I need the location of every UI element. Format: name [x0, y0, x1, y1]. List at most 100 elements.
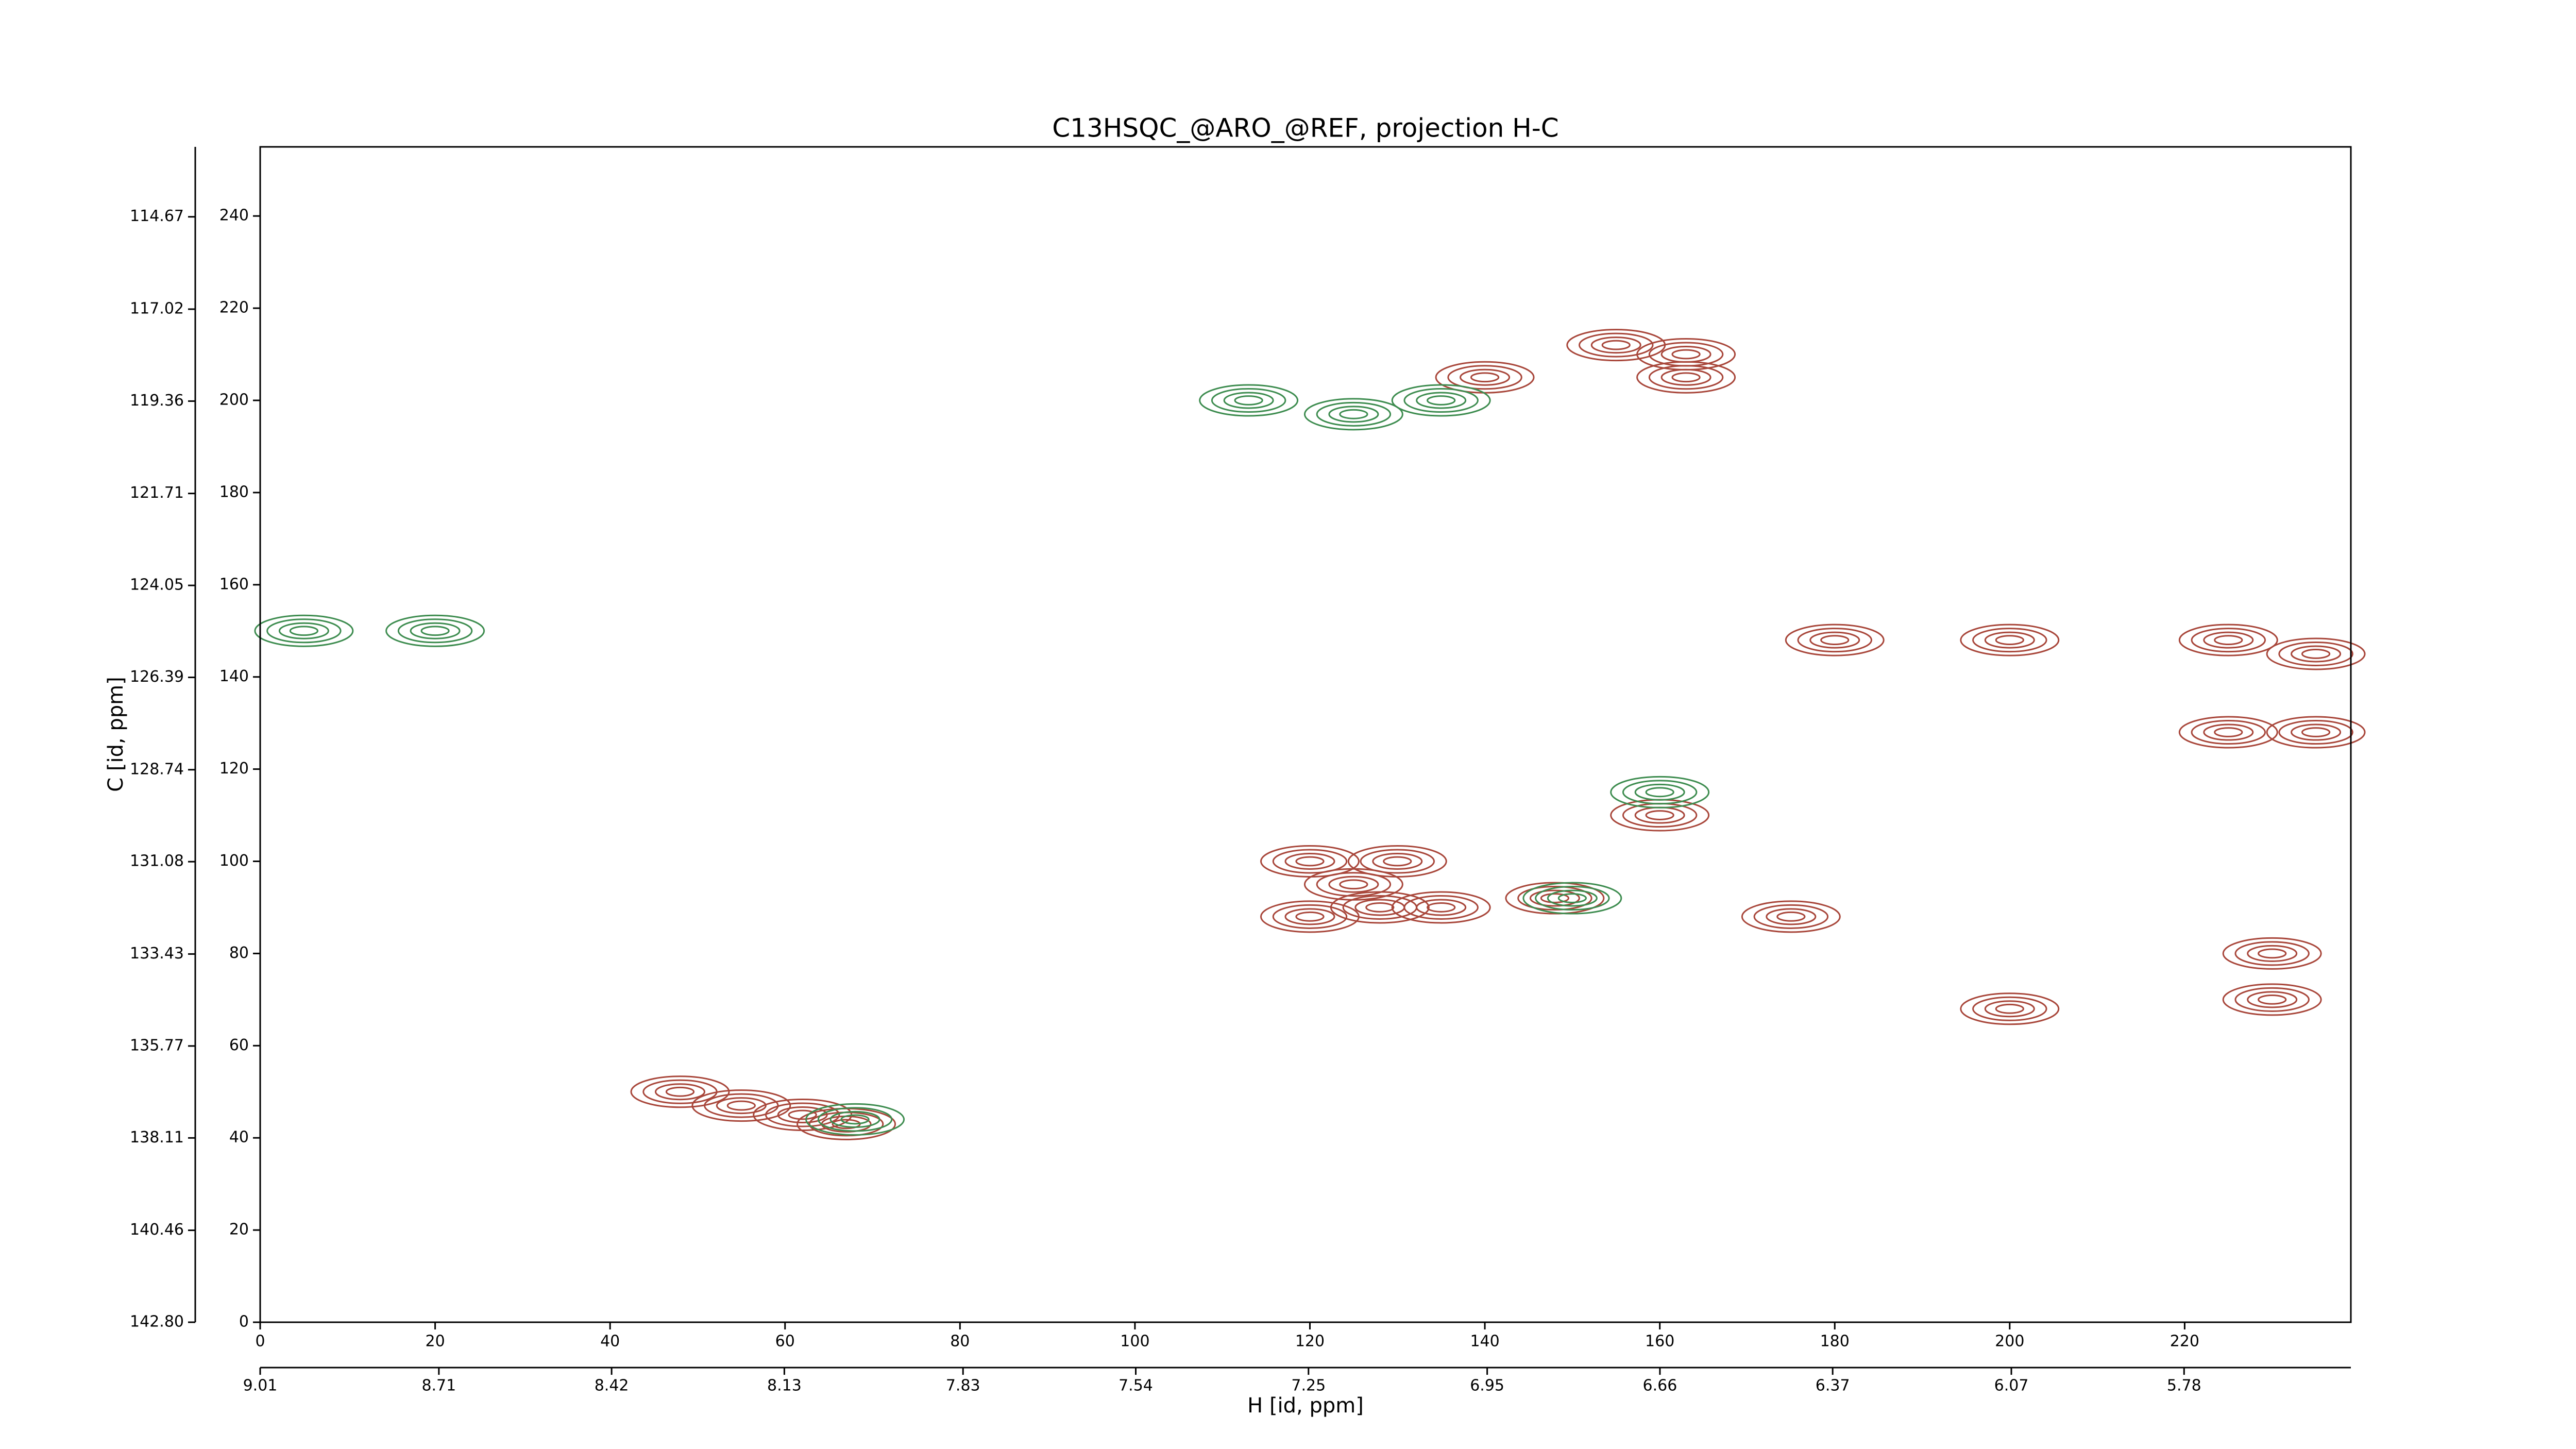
- contour-level: [1622, 780, 1698, 805]
- peak: [1199, 384, 1299, 417]
- y-tick-label: 120: [219, 760, 249, 778]
- contour-level: [1535, 886, 1610, 911]
- contour-level: [1634, 783, 1685, 801]
- contour-level: [1303, 398, 1403, 431]
- contour-level: [2178, 716, 2278, 749]
- y2-tick-label: 133.43: [130, 945, 184, 963]
- contour-level: [2214, 635, 2243, 646]
- contour-level: [1199, 384, 1299, 417]
- x2-tick-label: 6.66: [1642, 1377, 1677, 1395]
- contour-level: [1972, 628, 2047, 653]
- contour-level: [1416, 899, 1467, 916]
- contour-level: [2234, 941, 2310, 966]
- contour-level: [1460, 368, 1511, 386]
- y-tick-label: 240: [219, 207, 249, 225]
- x2-tick-label: 7.83: [946, 1377, 980, 1395]
- x-tick-label: 120: [1295, 1333, 1325, 1351]
- contour-level: [1391, 384, 1491, 417]
- contour-level: [1295, 856, 1325, 867]
- y-tick-label: 60: [229, 1036, 249, 1054]
- contour-level: [1328, 406, 1379, 423]
- y2-tick-label: 135.77: [130, 1036, 184, 1054]
- x-tick-label: 220: [2170, 1333, 2199, 1351]
- contour-level: [840, 1114, 870, 1125]
- contour-level: [1347, 845, 1447, 878]
- contour-level: [1529, 889, 1580, 907]
- contour-level: [2266, 716, 2366, 749]
- contour-level: [765, 1102, 840, 1127]
- contour-level: [817, 1107, 893, 1132]
- contour-level: [1557, 893, 1587, 903]
- contour-level: [2291, 645, 2342, 663]
- contour-level: [1776, 911, 1806, 922]
- peak: [2266, 637, 2366, 670]
- y-tick-label: 0: [239, 1313, 249, 1331]
- contour-level: [2247, 991, 2298, 1008]
- contour-level: [1383, 856, 1412, 867]
- contour-level: [1272, 849, 1348, 874]
- peak: [691, 1089, 791, 1122]
- y2-tick-label: 117.02: [130, 299, 184, 317]
- peak: [1391, 384, 1491, 417]
- y2-tick-label: 142.80: [130, 1313, 184, 1331]
- y-tick-label: 80: [229, 944, 249, 962]
- contour-level: [1403, 895, 1479, 920]
- x-tick-label: 40: [600, 1333, 620, 1351]
- peak: [2222, 983, 2322, 1016]
- contour-level: [2278, 641, 2353, 666]
- contour-level: [2203, 631, 2254, 649]
- y-tick-label: 180: [219, 483, 249, 501]
- y-tick-label: 200: [219, 391, 249, 409]
- contour-level: [1785, 624, 1885, 656]
- contour-level: [1645, 810, 1674, 820]
- contour-level: [2214, 727, 2243, 737]
- peak: [1435, 361, 1535, 394]
- x-tick-label: 180: [1820, 1333, 1850, 1351]
- x-tick-label: 100: [1120, 1333, 1149, 1351]
- y2-tick-label: 121.71: [130, 484, 184, 502]
- peak: [1960, 992, 2060, 1025]
- contour-level: [2278, 720, 2353, 745]
- contour-level: [1660, 346, 1711, 363]
- x-tick-label: 60: [775, 1333, 795, 1351]
- x2-tick-label: 7.54: [1118, 1377, 1153, 1395]
- contour-level: [1272, 904, 1348, 929]
- contour-level: [2258, 994, 2287, 1005]
- x2-tick-label: 5.78: [2167, 1377, 2201, 1395]
- x2-tick-label: 7.25: [1291, 1377, 1326, 1395]
- contour-level: [1339, 879, 1368, 890]
- contour-level: [1610, 776, 1710, 808]
- x2-tick-label: 6.95: [1470, 1377, 1504, 1395]
- peak: [2266, 716, 2366, 749]
- contour-level: [1365, 902, 1395, 913]
- contour-level: [2178, 624, 2278, 656]
- contour-level: [2191, 628, 2266, 653]
- contour-level: [1211, 387, 1286, 413]
- peak: [1505, 882, 1605, 915]
- peak: [1260, 900, 1360, 933]
- contour-level: [1645, 787, 1674, 798]
- contour-level: [1540, 893, 1570, 903]
- contour-level: [829, 1110, 880, 1128]
- contour-level: [1447, 365, 1522, 390]
- y-tick-label: 40: [229, 1128, 249, 1147]
- contour-level: [1403, 387, 1479, 413]
- contour-level: [654, 1083, 705, 1101]
- contour-level: [289, 626, 318, 636]
- contour-level: [1660, 368, 1711, 386]
- contour-level: [630, 1075, 730, 1108]
- contour-level: [1427, 902, 1456, 913]
- x2-tick-label: 8.71: [421, 1377, 456, 1395]
- contour-level: [1522, 882, 1622, 915]
- contour-level: [2301, 649, 2331, 659]
- contour-level: [2258, 948, 2287, 959]
- y-tick-label: 100: [219, 852, 249, 870]
- x2-tick-label: 8.13: [767, 1377, 802, 1395]
- contour-level: [1295, 911, 1325, 922]
- contour-level: [1601, 340, 1631, 350]
- peak: [630, 1075, 730, 1108]
- contour-level: [691, 1089, 791, 1122]
- contour-level: [1328, 875, 1379, 893]
- contour-level: [1579, 332, 1654, 358]
